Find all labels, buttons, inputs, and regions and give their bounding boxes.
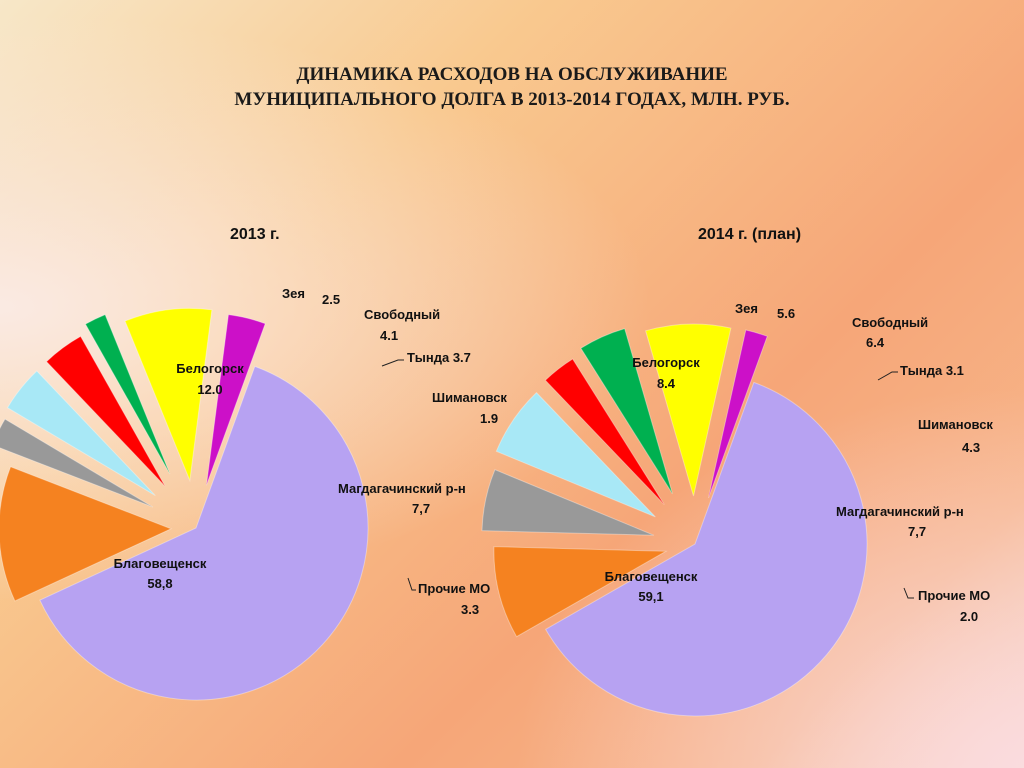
slice-tynda: [544, 358, 665, 505]
label-shimanovsk: Шимановск: [432, 390, 507, 405]
label-other: Прочие МО: [418, 581, 490, 596]
label-tynda: Тында 3.7: [407, 350, 471, 365]
slice-shimanovsk: [84, 313, 171, 475]
value-zeya: 2.5: [322, 292, 340, 307]
value-shimanovsk: 1.9: [480, 411, 498, 426]
slice-svobodny: [6, 370, 156, 497]
value-shimanovsk: 4.3: [962, 440, 980, 455]
slice-zeya: [481, 469, 655, 536]
value-magdagachinsky: 7,7: [908, 524, 926, 539]
slice-shimanovsk: [580, 327, 673, 495]
slice-blagoveshchensk: [544, 381, 868, 717]
label-zeya: Зея: [282, 286, 305, 301]
slice-tynda: [45, 335, 166, 487]
slice-magdagachinsky: [645, 323, 732, 497]
title-line-1: ДИНАМИКА РАСХОДОВ НА ОБСЛУЖИВАНИЕ: [296, 64, 728, 85]
leader-line-tynda: [381, 359, 404, 367]
label-svobodny: Свободный: [852, 315, 928, 330]
value-blagoveshchensk: 59,1: [638, 589, 663, 604]
label-tynda: Тында 3.1: [900, 363, 964, 378]
leader-line-other: [903, 587, 914, 599]
label-shimanovsk: Шимановск: [918, 417, 993, 432]
label-blagoveshchensk: Благовещенск: [605, 569, 698, 584]
value-belogorsk: 8.4: [657, 376, 676, 391]
slice-belogorsk: [493, 546, 668, 638]
title-line-2: МУНИЦИПАЛЬНОГО ДОЛГА В 2013-2014 ГОДАХ, …: [234, 89, 790, 110]
value-blagoveshchensk: 58,8: [147, 576, 172, 591]
slice-magdagachinsky: [124, 307, 213, 483]
label-magdagachinsky: Магдагачинский р-н: [836, 504, 964, 519]
value-svobodny: 6.4: [866, 335, 885, 350]
label-zeya: Зея: [735, 301, 758, 316]
value-magdagachinsky: 7,7: [412, 501, 430, 516]
leader-line-tynda: [877, 371, 898, 381]
pie-chart-2014: Благовещенск 59,1 Белогорск 8.4 Зея 5.6 Свобод…: [481, 301, 993, 717]
value-other: 2.0: [960, 609, 978, 624]
slice-blagoveshchensk: [39, 365, 369, 701]
leader-line-other: [407, 577, 416, 591]
value-svobodny: 4.1: [380, 328, 398, 343]
label-magdagachinsky: Магдагачинский р-н: [338, 481, 466, 496]
value-other: 3.3: [461, 602, 479, 617]
slice-belogorsk: [0, 466, 173, 602]
value-zeya: 5.6: [777, 306, 795, 321]
pie-chart-2013: Благовещенск 58,8 Белогорск 12.0 Зея 2.5 Свобо…: [0, 286, 507, 701]
slice-other: [707, 329, 768, 499]
slice-zeya: [0, 418, 154, 508]
label-blagoveshchensk: Благовещенск: [114, 556, 207, 571]
slice-other: [205, 314, 266, 486]
slice-svobodny: [495, 391, 656, 518]
chart-2013-title: 2013 г.: [230, 226, 280, 243]
label-belogorsk: Белогорск: [632, 355, 700, 370]
label-svobodny: Свободный: [364, 307, 440, 322]
page-title: ДИНАМИКА РАСХОДОВ НА ОБСЛУЖИВАНИЕ МУНИЦИ…: [0, 62, 1024, 112]
label-belogorsk: Белогорск: [176, 361, 244, 376]
label-other: Прочие МО: [918, 588, 990, 603]
chart-2014-title: 2014 г. (план): [698, 226, 802, 243]
value-belogorsk: 12.0: [197, 382, 222, 397]
